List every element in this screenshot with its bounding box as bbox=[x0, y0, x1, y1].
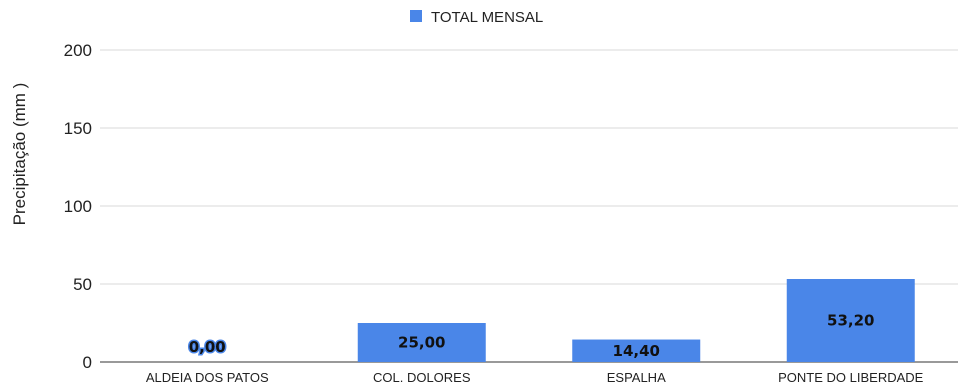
data-labels: 0,00 25,00 14,40 53,20 bbox=[187, 312, 874, 360]
y-tick-label: 0 bbox=[83, 353, 92, 372]
y-tick-label: 200 bbox=[64, 41, 92, 60]
data-label: 0,00 bbox=[189, 338, 226, 356]
data-label: 14,40 bbox=[613, 342, 660, 360]
bar bbox=[572, 339, 701, 362]
x-tick-label: PONTE DO LIBERDADE bbox=[778, 370, 924, 385]
y-tick-labels: 0 50 100 150 200 bbox=[64, 41, 92, 372]
legend: TOTAL MENSAL bbox=[410, 9, 543, 26]
x-tick-label: COL. DOLORES bbox=[373, 370, 471, 385]
category-labels: ALDEIA DOS PATOS COL. DOLORES ESPALHA PONTE… bbox=[146, 370, 924, 385]
x-tick-label: ALDEIA DOS PATOS bbox=[146, 370, 269, 385]
bar bbox=[786, 279, 915, 362]
legend-swatch bbox=[410, 10, 422, 22]
data-label: 53,20 bbox=[827, 312, 874, 330]
x-tick-label: ESPALHA bbox=[607, 370, 666, 385]
y-tick-label: 150 bbox=[64, 119, 92, 138]
y-tick-label: 50 bbox=[73, 275, 92, 294]
y-axis-title: Precipitação (mm ) bbox=[10, 83, 29, 226]
bars bbox=[357, 279, 915, 362]
data-label: 25,00 bbox=[398, 334, 445, 352]
y-tick-label: 100 bbox=[64, 197, 92, 216]
bar bbox=[357, 323, 486, 362]
legend-label: TOTAL MENSAL bbox=[431, 9, 543, 26]
